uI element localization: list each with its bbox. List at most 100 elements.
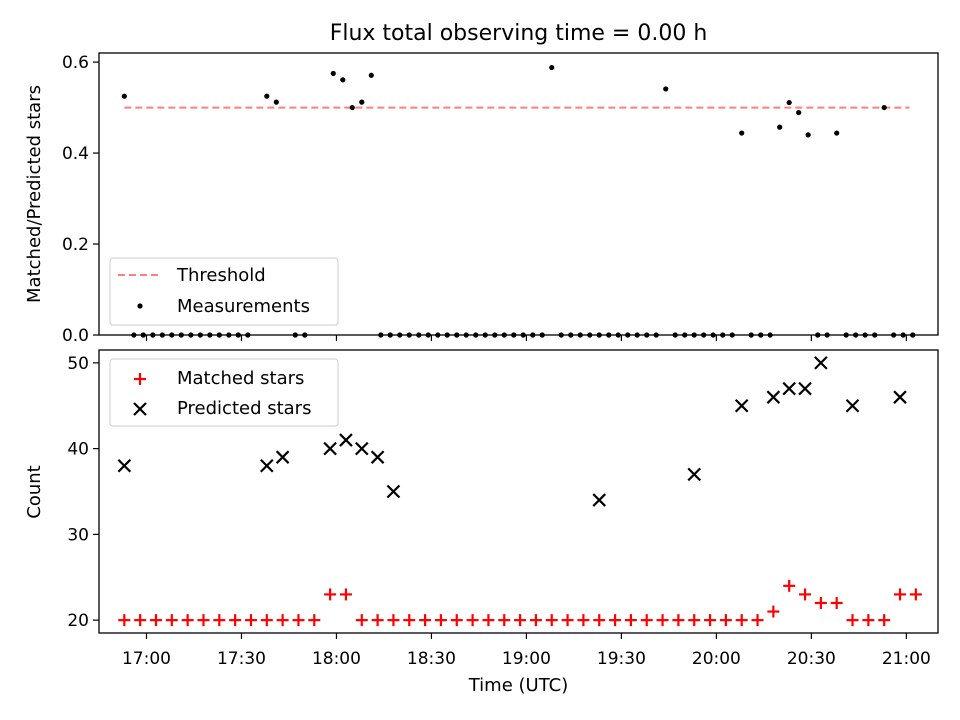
matched-star-point: [229, 614, 242, 627]
x-tick-label: 20:00: [692, 649, 741, 669]
y-tick-label: 0.6: [62, 53, 89, 73]
matched-star-point: [434, 614, 447, 627]
matched-star-point: [894, 588, 907, 601]
predicted-star-point: [845, 398, 860, 413]
x-tick-label: 19:30: [597, 649, 646, 669]
matched-star-point: [609, 614, 622, 627]
predicted-star-point: [339, 433, 353, 447]
bottom-axes-frame: [98, 349, 939, 634]
matched-star-point: [292, 614, 305, 627]
measurement-point: [359, 99, 365, 105]
matched-star-point: [767, 605, 780, 618]
bottom-legend: Matched stars Predicted stars: [109, 358, 339, 427]
measurement-point: [796, 109, 802, 116]
measurement-point: [805, 132, 811, 138]
matched-star-point: [466, 614, 479, 627]
predicted-star-point: [355, 441, 369, 456]
measurement-point: [273, 99, 279, 105]
top-legend-box: [109, 257, 339, 326]
matched-star-point: [735, 614, 748, 627]
matched-star-point: [593, 614, 606, 627]
matched-star-point: [878, 614, 891, 627]
matched-star-point: [308, 614, 321, 627]
measurement-point: [663, 86, 669, 92]
matched-star-point: [387, 614, 400, 627]
matched-star-point: [909, 588, 922, 601]
predicted-star-point: [687, 467, 701, 482]
legend-matched-swatch: [134, 373, 146, 385]
top-y-axis-label: Matched/Predicted stars: [24, 85, 45, 303]
bottom-plot-area: [117, 356, 922, 627]
measurement-point: [786, 99, 792, 106]
legend-predicted-swatch: [133, 402, 147, 416]
measurement-point: [121, 93, 127, 99]
matched-star-point: [830, 596, 843, 609]
y-tick-label: 40: [67, 440, 89, 460]
measurement-point: [739, 130, 745, 136]
matched-star-point: [419, 614, 432, 627]
predicted-star-point: [275, 450, 290, 464]
y-tick-label: 0.4: [62, 144, 89, 164]
bottom-x-axis-label: Time (UTC): [468, 675, 569, 696]
matched-star-point: [704, 614, 717, 627]
matched-star-point: [213, 614, 226, 627]
matched-star-point: [751, 614, 764, 627]
matched-star-point: [149, 614, 162, 627]
measurement-point: [330, 70, 336, 77]
measurement-point: [549, 64, 555, 71]
measurement-point: [881, 104, 887, 111]
legend-threshold-label: Threshold: [176, 265, 266, 286]
matched-star-point: [260, 614, 273, 627]
matched-star-point: [656, 614, 669, 627]
y-tick-label: 50: [67, 354, 89, 374]
matched-star-point: [181, 614, 194, 627]
top-axes-frame: [98, 52, 939, 336]
predicted-star-point: [117, 458, 132, 473]
matched-star-point: [498, 614, 511, 627]
bottom-legend-box: [109, 358, 339, 427]
y-tick-label: 0.2: [62, 235, 89, 255]
matched-star-point: [577, 614, 590, 627]
predicted-star-point: [370, 450, 385, 464]
matched-star-point: [624, 614, 637, 627]
matched-star-point: [118, 614, 131, 627]
bottom-y-axis: 20 30 40 50: [67, 354, 99, 631]
predicted-star-point: [323, 441, 337, 456]
measurement-point: [349, 104, 355, 111]
legend-predicted-label: Predicted stars: [177, 398, 311, 419]
y-tick-label: 20: [67, 611, 89, 631]
x-tick-label: 20:30: [787, 649, 836, 669]
matched-star-point: [244, 614, 257, 627]
matched-star-point: [339, 588, 352, 601]
predicted-star-point: [893, 390, 907, 404]
matched-star-point: [672, 614, 685, 627]
measurement-point: [340, 77, 346, 83]
matched-star-point: [799, 588, 812, 601]
top-y-axis: 0.0 0.2 0.4 0.6: [62, 53, 99, 346]
matched-star-point: [783, 579, 796, 592]
matched-star-point: [561, 614, 574, 627]
measurement-point: [834, 130, 840, 136]
legend-measurements-swatch: [137, 303, 143, 309]
predicted-star-point: [798, 381, 812, 396]
predicted-star-point: [782, 381, 796, 396]
matched-star-point: [276, 614, 289, 627]
matched-star-point: [719, 614, 732, 627]
predicted-star-point: [386, 484, 401, 499]
y-tick-label: 30: [67, 525, 89, 545]
top-panel: Flux total observing time = 0.00 h 0.00.…: [24, 21, 939, 346]
top-x-axis: [145, 335, 907, 341]
matched-star-point: [529, 614, 542, 627]
measurement-point: [777, 124, 783, 130]
x-tick-label: 19:00: [502, 649, 551, 669]
predicted-star-point: [766, 390, 781, 404]
x-tick-label: 17:00: [122, 649, 171, 669]
predicted-star-point: [814, 356, 828, 370]
x-tick-label: 18:00: [312, 649, 361, 669]
predicted-star-point: [260, 458, 274, 473]
matched-star-point: [355, 614, 368, 627]
bottom-panel: 20 30 40 50 17:00 17:30 18:00 18:30 19:00 19:30 2…: [24, 349, 939, 696]
matched-star-point: [403, 614, 416, 627]
legend-measurements-label: Measurements: [177, 296, 310, 317]
